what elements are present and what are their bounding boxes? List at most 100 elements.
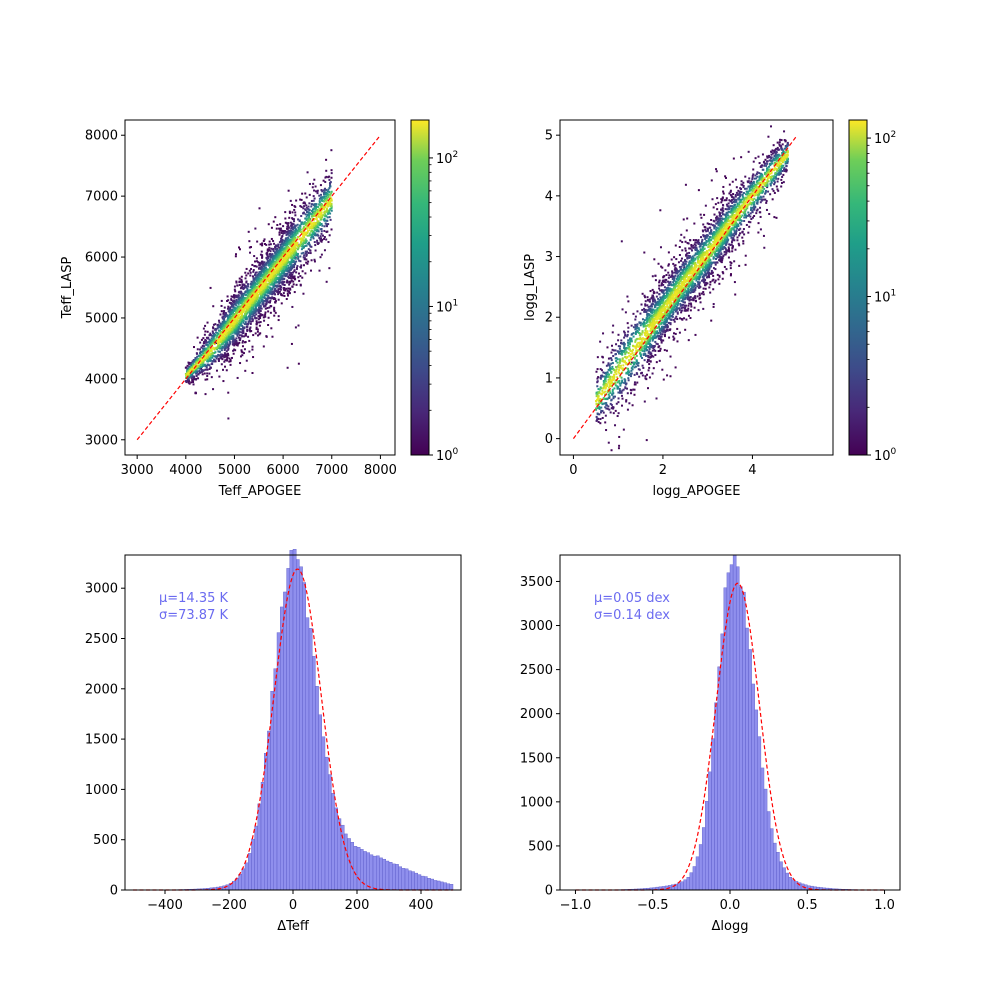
data-point [718, 274, 721, 277]
data-point [284, 255, 287, 258]
data-point [276, 265, 279, 268]
data-point [641, 374, 644, 377]
data-point [697, 189, 700, 192]
data-point [215, 334, 218, 337]
data-point [272, 239, 275, 242]
data-point [277, 255, 280, 258]
data-point [315, 203, 318, 206]
data-point [248, 312, 251, 315]
data-point [208, 334, 211, 337]
data-point [225, 350, 228, 353]
data-point [626, 335, 629, 338]
data-point [217, 343, 220, 346]
data-point [752, 173, 755, 176]
data-point [281, 270, 284, 273]
data-point [771, 198, 774, 201]
data-point [323, 219, 326, 222]
data-point [204, 378, 207, 381]
data-point [262, 277, 265, 280]
data-point [247, 272, 250, 275]
data-point [703, 225, 706, 228]
data-point [232, 323, 235, 326]
data-point [233, 313, 236, 316]
data-point [198, 370, 201, 373]
data-point [222, 311, 225, 314]
data-point [724, 246, 727, 249]
data-point [689, 316, 692, 319]
data-point [732, 237, 735, 240]
data-point [662, 283, 665, 286]
data-point [596, 418, 599, 421]
data-point [649, 353, 652, 356]
data-point [761, 164, 764, 167]
data-point [329, 193, 332, 196]
data-point [203, 352, 206, 355]
data-point [298, 259, 301, 262]
data-point [731, 180, 734, 183]
data-point [295, 268, 298, 271]
data-point [323, 237, 326, 240]
data-point [287, 294, 290, 297]
data-point [279, 269, 282, 272]
data-point [294, 234, 297, 237]
data-point [195, 365, 198, 368]
data-point [233, 309, 236, 312]
data-point [323, 200, 326, 203]
data-point [751, 210, 754, 213]
data-point [749, 215, 752, 218]
data-point [271, 264, 274, 267]
data-point [269, 305, 272, 308]
data-point [671, 270, 674, 273]
data-point [247, 283, 250, 286]
data-point [263, 305, 266, 308]
data-point [273, 257, 276, 260]
data-point [330, 176, 333, 179]
data-point [260, 271, 263, 274]
data-point [632, 326, 635, 329]
data-point [231, 322, 234, 325]
data-point [296, 265, 299, 268]
data-point [286, 254, 289, 257]
data-point [636, 310, 639, 313]
data-point [257, 310, 260, 313]
data-point [192, 360, 195, 363]
data-point [732, 157, 735, 160]
data-point [266, 248, 269, 251]
data-point [202, 359, 205, 362]
data-point [187, 378, 190, 381]
data-point [259, 304, 262, 307]
data-point [287, 256, 290, 259]
data-point [236, 311, 239, 314]
data-point [687, 339, 690, 342]
data-point [297, 245, 300, 248]
data-point [267, 264, 270, 267]
data-point [665, 273, 668, 276]
data-point [702, 287, 705, 290]
data-point [255, 320, 258, 323]
data-point [213, 343, 216, 346]
data-point [310, 205, 313, 208]
data-point [219, 333, 222, 336]
data-point [325, 280, 328, 283]
data-point [232, 352, 235, 355]
data-point [261, 244, 264, 247]
data-point [272, 220, 275, 223]
data-point [692, 246, 695, 249]
data-point [716, 220, 719, 223]
data-point [289, 271, 292, 274]
data-point [219, 329, 222, 332]
data-point [233, 342, 236, 345]
data-point [242, 292, 245, 295]
data-point [300, 205, 303, 208]
data-point [240, 278, 243, 281]
data-point [227, 348, 230, 351]
data-point [285, 298, 288, 301]
data-point [224, 313, 227, 316]
data-point [255, 257, 258, 260]
data-point [230, 356, 233, 359]
data-point [229, 359, 232, 362]
data-point [704, 228, 707, 231]
data-point [237, 315, 240, 318]
data-point [621, 342, 624, 345]
data-point [218, 321, 221, 324]
